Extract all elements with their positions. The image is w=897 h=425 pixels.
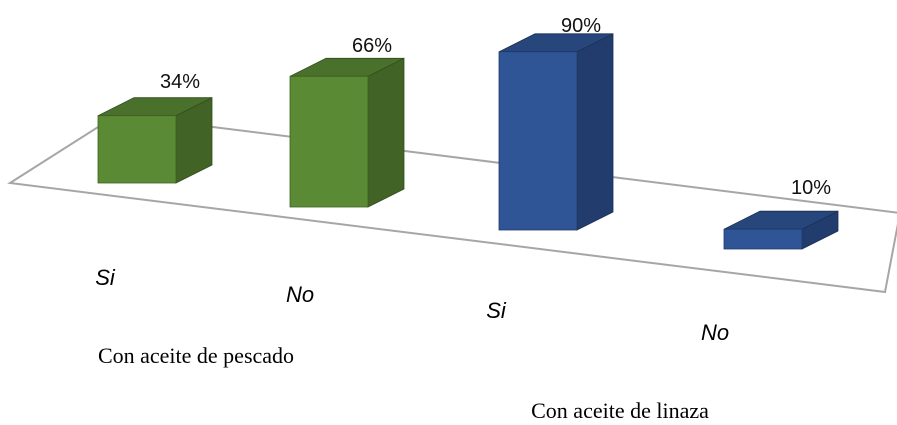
category-label-si: Si <box>95 265 116 290</box>
bar-front-face <box>289 75 369 208</box>
bar-side-face <box>367 57 405 208</box>
group-label-pescado: Con aceite de pescado <box>98 343 294 368</box>
category-label-no: No <box>701 320 729 345</box>
bar-front-face <box>97 115 177 184</box>
bar-value-label: 90% <box>561 15 601 37</box>
bar-linaza-no <box>723 210 839 250</box>
category-label-si: Si <box>486 298 507 323</box>
bar-pescado-si <box>97 97 213 184</box>
bar-pescado-no <box>289 57 405 208</box>
chart-floor <box>7 113 897 294</box>
group-label-linaza: Con aceite de linaza <box>531 398 709 423</box>
bar-value-label: 66% <box>352 35 392 57</box>
bar-value-label: 34% <box>160 71 200 93</box>
category-label-no: No <box>286 282 314 307</box>
bar-value-label: 10% <box>791 177 831 199</box>
bar-front-face <box>498 51 578 231</box>
labels-layer: 34% Si 66% No Con aceite de pescado 90% Si 10% N… <box>95 15 831 423</box>
bar-linaza-si <box>498 33 614 231</box>
bar-front-face <box>723 228 803 250</box>
bars-layer <box>97 33 839 250</box>
bar-side-face <box>576 33 614 231</box>
